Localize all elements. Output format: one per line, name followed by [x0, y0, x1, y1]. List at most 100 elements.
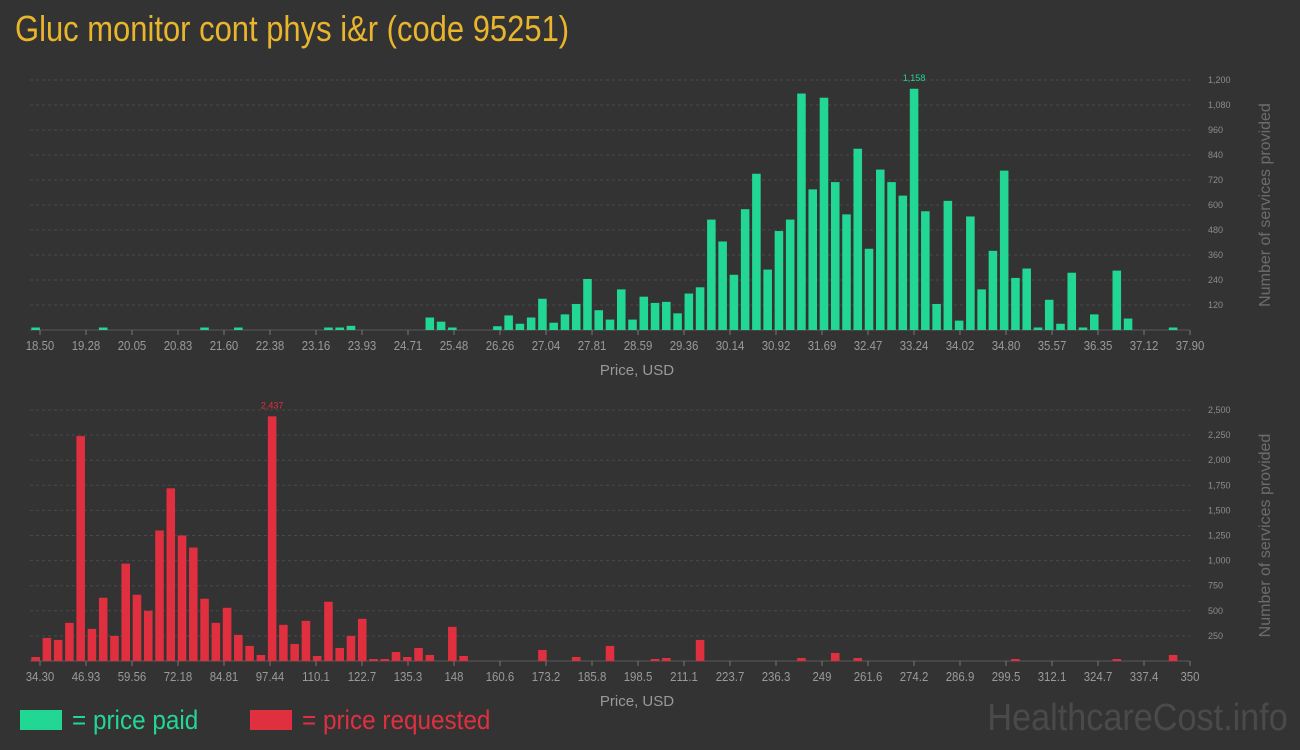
paid-bar: [1022, 268, 1031, 330]
paid-bar: [707, 219, 716, 330]
requested-x-tick-label: 59.56: [118, 669, 147, 684]
requested-bar: [65, 622, 74, 661]
requested-x-tick-label: 324.7: [1084, 669, 1113, 684]
paid-x-tick-label: 20.05: [118, 338, 147, 353]
requested-bar: [346, 635, 356, 661]
paid-bar: [887, 182, 896, 330]
paid-bar: [504, 315, 513, 330]
paid-bar: [864, 248, 874, 330]
paid-bar: [594, 310, 604, 330]
paid-bar: [650, 302, 660, 330]
requested-y-tick-label: 1,750: [1208, 480, 1231, 490]
paid-x-axis-label: Price, USD: [600, 362, 674, 379]
requested-bar: [391, 651, 401, 661]
paid-bar: [999, 170, 1009, 330]
paid-x-tick-label: 25.48: [440, 338, 469, 353]
paid-bar: [898, 195, 908, 330]
paid-bar: [1067, 272, 1077, 330]
requested-bar: [335, 647, 344, 661]
paid-x-tick-label: 31.69: [808, 338, 837, 353]
paid-x-tick-label: 22.38: [256, 338, 285, 353]
paid-bar: [808, 189, 817, 330]
paid-bar: [639, 296, 649, 330]
requested-bar: [143, 610, 153, 661]
paid-x-tick-label: 23.93: [348, 338, 377, 353]
paid-bar: [921, 211, 930, 330]
requested-x-tick-label: 286.9: [946, 669, 975, 684]
requested-bar: [324, 601, 333, 661]
paid-x-tick-label: 36.35: [1084, 338, 1113, 353]
paid-x-tick-label: 30.92: [762, 338, 791, 353]
paid-bar: [324, 327, 333, 330]
requested-peak-label: 2,437: [261, 400, 284, 410]
paid-y-tick-label: 360: [1208, 250, 1223, 260]
requested-bar: [403, 656, 412, 661]
requested-x-tick-label: 223.7: [716, 669, 745, 684]
requested-x-tick-label: 160.6: [486, 669, 515, 684]
requested-bar: [31, 656, 40, 661]
paid-bar: [526, 317, 536, 330]
requested-bar: [459, 655, 468, 661]
requested-x-tick-label: 97.44: [256, 669, 285, 684]
requested-bar: [189, 547, 198, 661]
requested-bar: [234, 634, 243, 661]
requested-y-tick-label: 2,000: [1208, 455, 1231, 465]
requested-bar: [1112, 658, 1122, 661]
paid-bar: [954, 320, 964, 330]
requested-x-tick-label: 337.4: [1130, 669, 1159, 684]
paid-x-tick-label: 20.83: [164, 338, 193, 353]
paid-bar: [200, 327, 209, 330]
requested-x-tick-label: 72.18: [164, 669, 193, 684]
paid-bar: [876, 169, 885, 330]
paid-bar: [560, 314, 570, 330]
paid-bar: [1112, 270, 1122, 330]
paid-bar: [335, 327, 344, 330]
requested-x-tick-label: 312.1: [1038, 669, 1067, 684]
legend-paid-label: = price paid: [72, 704, 199, 735]
paid-x-tick-label: 28.59: [624, 338, 653, 353]
requested-x-tick-label: 173.2: [532, 669, 561, 684]
paid-bar: [1078, 327, 1088, 330]
paid-bar: [774, 231, 784, 330]
requested-bar: [301, 620, 311, 661]
paid-bar: [673, 313, 682, 330]
requested-bar: [155, 530, 164, 661]
legend-requested-label: = price requested: [302, 704, 491, 735]
paid-y-tick-label: 240: [1208, 275, 1223, 285]
requested-y-axis-label: Number of services provided: [1257, 434, 1274, 638]
requested-x-tick-label: 211.1: [670, 669, 698, 684]
requested-bar: [200, 598, 209, 661]
requested-bar: [830, 652, 840, 661]
legend-paid: = price paid: [20, 705, 212, 735]
paid-bar: [1011, 277, 1020, 330]
requested-bar: [662, 657, 671, 661]
requested-y-tick-label: 500: [1208, 606, 1223, 616]
paid-bar: [234, 327, 243, 330]
paid-bar: [797, 93, 806, 331]
price-requested-chart: 250 500 750 1,000 1,250 1,500 1,750 2,000 2,250 2…: [26, 400, 1274, 710]
requested-bar: [211, 622, 221, 661]
watermark: HealthcareCost.info: [987, 697, 1288, 739]
requested-bar: [53, 639, 63, 661]
requested-bar: [853, 657, 863, 661]
paid-bar: [425, 317, 435, 330]
paid-x-tick-label: 21.60: [210, 338, 239, 353]
paid-bar: [752, 173, 761, 330]
paid-bar: [718, 241, 727, 330]
paid-bar: [729, 274, 739, 330]
requested-y-tick-label: 1,000: [1208, 556, 1231, 566]
paid-x-tick-label: 32.47: [854, 338, 883, 353]
paid-bar: [31, 327, 40, 330]
paid-x-tick-label: 19.28: [72, 338, 101, 353]
requested-bar: [98, 597, 108, 661]
paid-bar: [830, 182, 840, 330]
legend-requested-swatch: [250, 710, 292, 730]
paid-bar: [853, 148, 863, 330]
requested-x-tick-label: 198.5: [624, 669, 653, 684]
paid-bar: [932, 303, 941, 330]
paid-bar: [1044, 299, 1054, 330]
paid-y-tick-label: 720: [1208, 175, 1223, 185]
paid-bar: [538, 298, 547, 330]
requested-y-tick-label: 1,250: [1208, 531, 1231, 541]
paid-bar: [785, 219, 795, 330]
